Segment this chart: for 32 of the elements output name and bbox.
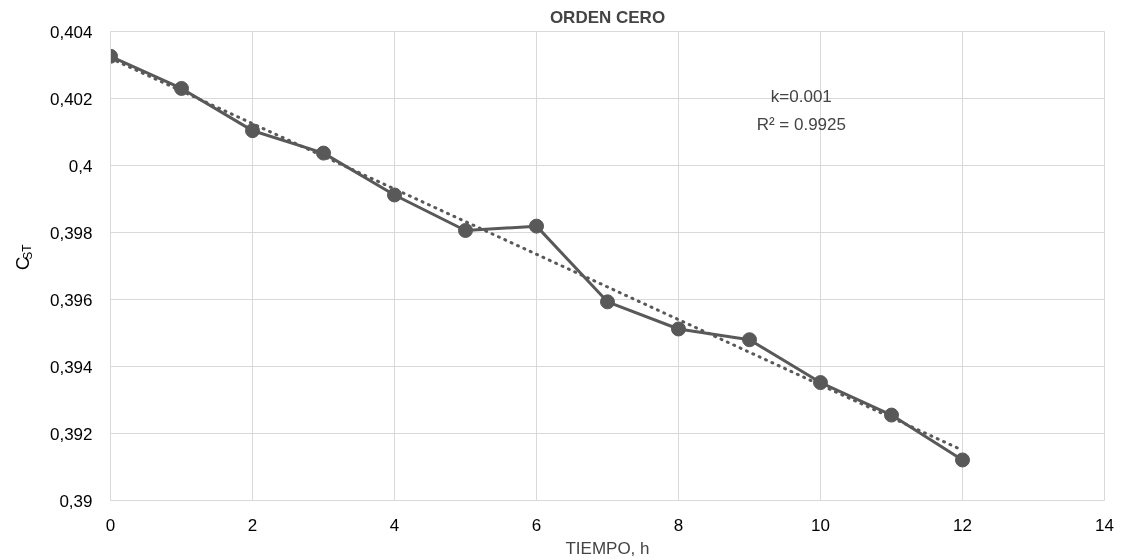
annotation: k=0.001 <box>770 86 832 106</box>
x-tick-label: 12 <box>953 515 972 535</box>
point <box>600 294 615 310</box>
point <box>174 80 189 96</box>
point <box>529 218 544 234</box>
x-tick-label: 4 <box>389 515 400 535</box>
x-tick-label: 2 <box>247 515 258 535</box>
y-tick-label: 0,394 <box>49 357 93 377</box>
point <box>742 332 757 348</box>
x-tick-label: 10 <box>811 515 830 535</box>
point <box>458 223 473 238</box>
x-tick-label: 0 <box>105 515 116 535</box>
point <box>387 187 402 203</box>
y-tick-label: 0,404 <box>49 22 93 42</box>
annotation: R² = 0.9925 <box>756 114 846 134</box>
point <box>671 321 686 337</box>
chart-title: ORDEN CERO <box>549 7 666 27</box>
point <box>245 123 260 139</box>
point <box>316 145 331 161</box>
x-axis-title: TIEMPO, h <box>565 538 650 558</box>
point <box>955 452 970 468</box>
y-tick-label: 0,4 <box>68 156 93 176</box>
y-tick-label: 0,396 <box>49 290 93 310</box>
x-tick-label: 8 <box>673 515 684 535</box>
x-tick-label: 6 <box>531 515 542 535</box>
point <box>813 375 828 391</box>
x-tick-label: 14 <box>1095 515 1114 535</box>
y-tick-label: 0,392 <box>49 424 93 444</box>
y-tick-label: 0,39 <box>59 491 93 511</box>
point <box>884 407 899 423</box>
y-tick-label: 0,398 <box>49 223 93 243</box>
y-tick-label: 0,402 <box>49 89 93 109</box>
